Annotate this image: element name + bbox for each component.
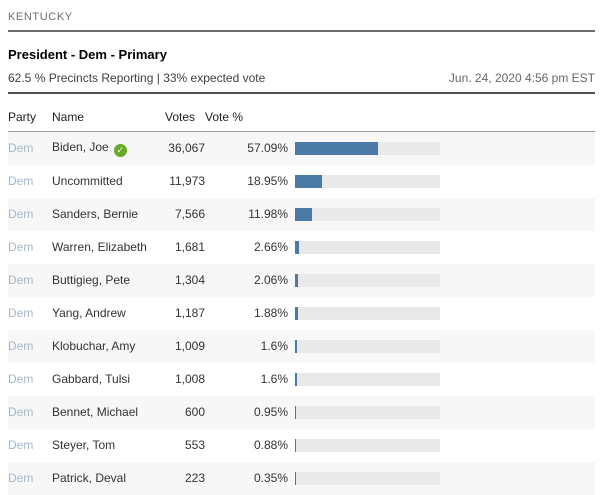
reporting-status: 62.5 % Precincts Reporting | 33% expecte… — [8, 71, 266, 85]
result-row: Dem Gabbard, Tulsi 1,008 1.6% — [8, 362, 595, 396]
candidate-name: Steyer, Tom — [52, 438, 116, 452]
candidate-name: Buttigieg, Pete — [52, 273, 131, 287]
votes-value: 7,566 — [174, 207, 205, 221]
results-table-header: Party Name Votes Vote % — [8, 102, 595, 132]
result-row: Dem Warren, Elizabeth 1,681 2.66% — [8, 230, 595, 264]
vote-pct-value: 2.06% — [253, 273, 288, 287]
vote-bar-fill — [295, 471, 296, 485]
votes-value: 1,009 — [174, 339, 205, 353]
candidate-name: Warren, Elizabeth — [52, 240, 147, 254]
vote-bar-track — [295, 174, 440, 188]
votes-value: 553 — [184, 438, 205, 452]
party-link[interactable]: Dem — [8, 405, 34, 419]
candidate-name: Biden, Joe — [52, 139, 109, 154]
votes-value: 1,008 — [174, 372, 205, 386]
vote-pct-value: 0.95% — [253, 405, 288, 419]
meta-row: 62.5 % Precincts Reporting | 33% expecte… — [8, 71, 595, 94]
result-row: Dem Klobuchar, Amy 1,009 1.6% — [8, 329, 595, 363]
state-title: KENTUCKY — [8, 11, 73, 23]
result-row: Dem Patrick, Deval 223 0.35% — [8, 461, 595, 495]
candidate-name: Patrick, Deval — [52, 471, 127, 485]
votes-value: 1,304 — [174, 273, 205, 287]
column-header-vote-pct: Vote % — [205, 102, 288, 132]
vote-pct-value: 11.98% — [248, 207, 288, 221]
party-link[interactable]: Dem — [8, 174, 34, 188]
results-table: Party Name Votes Vote % Dem Biden, Joe ✓ … — [8, 102, 595, 495]
vote-pct-value: 1.88% — [253, 306, 288, 320]
vote-pct-value: 2.66% — [253, 240, 288, 254]
vote-pct-value: 1.6% — [260, 372, 288, 386]
vote-bar-track — [295, 141, 440, 155]
candidate-name: Sanders, Bernie — [52, 207, 139, 221]
race-title: President - Dem - Primary — [8, 47, 167, 62]
vote-pct-value: 0.88% — [253, 438, 288, 452]
vote-bar-fill — [295, 207, 313, 221]
candidate-name: Klobuchar, Amy — [52, 339, 136, 353]
candidate-name: Yang, Andrew — [52, 306, 126, 320]
vote-bar-track — [295, 438, 440, 452]
result-row: Dem Uncommitted 11,973 18.95% — [8, 164, 595, 198]
party-link[interactable]: Dem — [8, 306, 34, 320]
party-link[interactable]: Dem — [8, 339, 34, 353]
vote-bar-fill — [295, 141, 378, 155]
vote-bar-track — [295, 405, 440, 419]
column-header-votes: Votes — [165, 102, 205, 132]
result-row: Dem Biden, Joe ✓ 36,067 57.09% — [8, 131, 595, 165]
vote-bar-fill — [295, 306, 298, 320]
result-row: Dem Bennet, Michael 600 0.95% — [8, 395, 595, 429]
party-link[interactable]: Dem — [8, 471, 34, 485]
party-link[interactable]: Dem — [8, 141, 34, 156]
results-table-body: Dem Biden, Joe ✓ 36,067 57.09% Dem Uncomm… — [8, 131, 595, 495]
votes-value: 1,187 — [174, 306, 205, 320]
vote-pct-value: 57.09% — [247, 141, 288, 156]
vote-bar-fill — [295, 339, 298, 353]
votes-value: 223 — [184, 471, 205, 485]
votes-value: 36,067 — [168, 141, 205, 156]
vote-pct-value: 1.6% — [260, 339, 288, 353]
party-link[interactable]: Dem — [8, 273, 34, 287]
winner-check-icon: ✓ — [113, 143, 127, 157]
vote-bar-track — [295, 273, 440, 287]
candidate-name: Uncommitted — [52, 174, 123, 188]
result-row: Dem Sanders, Bernie 7,566 11.98% — [8, 197, 595, 231]
votes-value: 1,681 — [174, 240, 205, 254]
party-link[interactable]: Dem — [8, 207, 34, 221]
column-header-name: Name — [52, 102, 165, 132]
party-link[interactable]: Dem — [8, 438, 34, 452]
result-row: Dem Yang, Andrew 1,187 1.88% — [8, 296, 595, 330]
candidate-name: Bennet, Michael — [52, 405, 139, 419]
party-link[interactable]: Dem — [8, 240, 34, 254]
vote-bar-fill — [295, 405, 297, 419]
result-row: Dem Buttigieg, Pete 1,304 2.06% — [8, 263, 595, 297]
timestamp: Jun. 24, 2020 4:56 pm EST — [448, 71, 595, 85]
vote-bar-fill — [295, 240, 299, 254]
vote-bar-track — [295, 339, 440, 353]
vote-bar-track — [295, 240, 440, 254]
vote-bar-fill — [295, 438, 297, 452]
vote-pct-value: 18.95% — [247, 174, 288, 188]
result-row: Dem Steyer, Tom 553 0.88% — [8, 428, 595, 462]
votes-value: 600 — [184, 405, 205, 419]
vote-bar-track — [295, 306, 440, 320]
column-header-party: Party — [8, 102, 52, 132]
party-link[interactable]: Dem — [8, 372, 34, 386]
state-header: KENTUCKY — [8, 8, 595, 32]
column-header-bar — [288, 102, 595, 132]
vote-bar-fill — [295, 174, 323, 188]
vote-pct-value: 0.35% — [253, 471, 288, 485]
vote-bar-fill — [295, 273, 298, 287]
vote-bar-track — [295, 207, 440, 221]
votes-value: 11,973 — [169, 174, 205, 188]
vote-bar-fill — [295, 372, 298, 386]
vote-bar-track — [295, 471, 440, 485]
candidate-name: Gabbard, Tulsi — [52, 372, 131, 386]
vote-bar-track — [295, 372, 440, 386]
